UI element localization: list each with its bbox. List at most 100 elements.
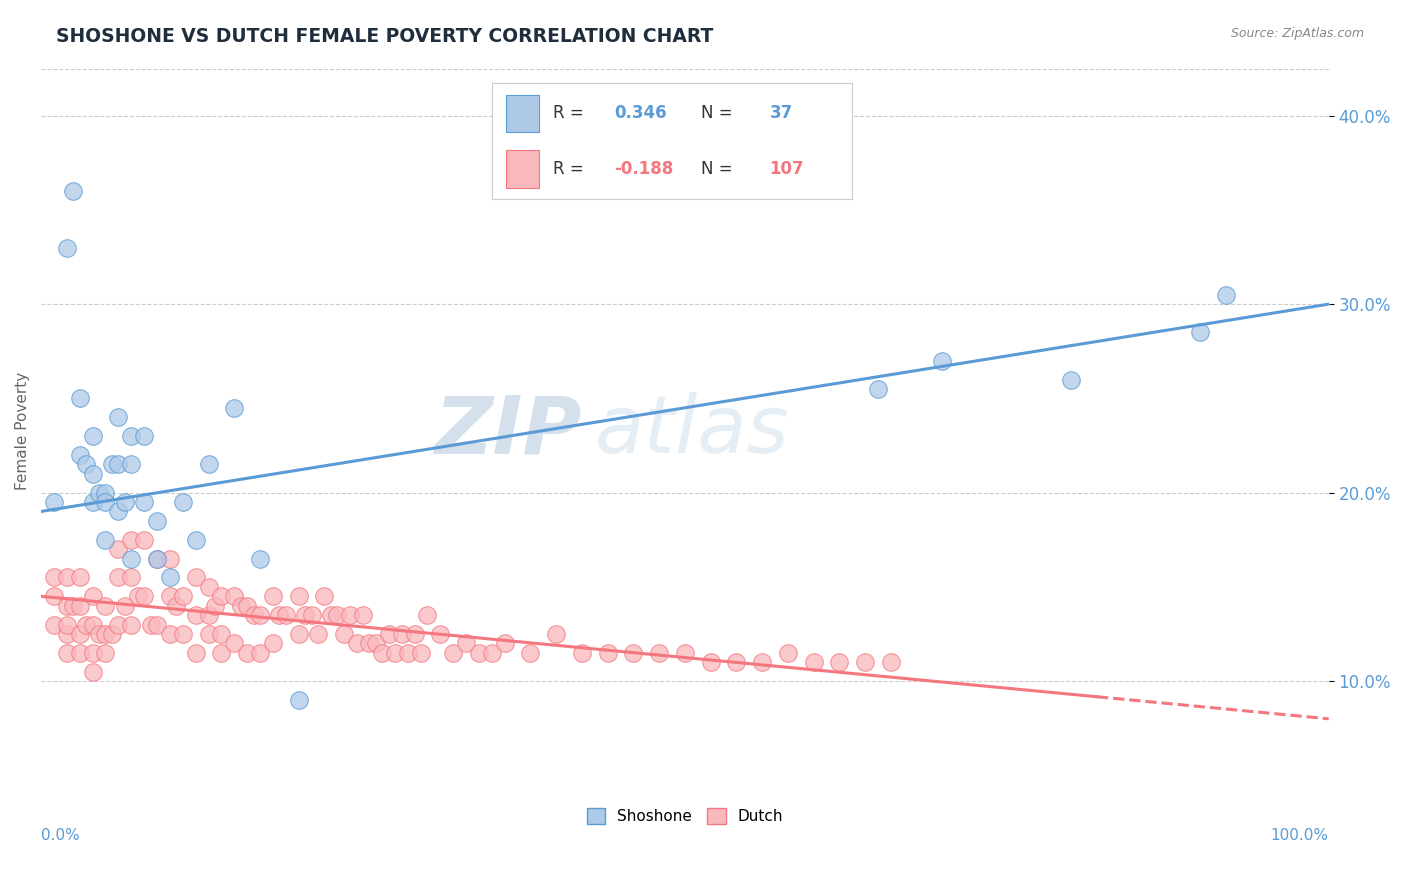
Point xyxy=(107,504,129,518)
Point xyxy=(648,646,671,660)
Point xyxy=(94,599,117,613)
Point xyxy=(931,353,953,368)
Point xyxy=(880,655,903,669)
Point xyxy=(725,655,748,669)
Point xyxy=(94,533,117,547)
Point xyxy=(62,184,84,198)
Point xyxy=(229,599,252,613)
Point xyxy=(56,646,79,660)
Point xyxy=(776,646,799,660)
Point xyxy=(384,646,406,660)
Point xyxy=(134,429,156,443)
Point xyxy=(454,636,477,650)
Point xyxy=(224,589,246,603)
Point xyxy=(146,514,169,528)
Point xyxy=(481,646,503,660)
Point xyxy=(596,646,619,660)
Text: 0.0%: 0.0% xyxy=(41,828,80,843)
Text: atlas: atlas xyxy=(595,392,790,470)
Point xyxy=(94,485,117,500)
Legend: Shoshone, Dutch: Shoshone, Dutch xyxy=(581,802,789,830)
Point xyxy=(87,627,110,641)
Point xyxy=(197,458,219,472)
Point xyxy=(416,608,439,623)
Point xyxy=(404,627,426,641)
Point xyxy=(82,589,104,603)
Point xyxy=(87,485,110,500)
Point xyxy=(146,617,169,632)
Point xyxy=(546,627,568,641)
Point xyxy=(468,646,491,660)
Point xyxy=(197,580,219,594)
Point xyxy=(134,533,156,547)
Point xyxy=(204,599,226,613)
Point xyxy=(262,636,284,650)
Point xyxy=(441,646,464,660)
Point xyxy=(82,617,104,632)
Point xyxy=(391,627,413,641)
Point xyxy=(184,646,207,660)
Point xyxy=(120,458,142,472)
Point xyxy=(314,589,336,603)
Point xyxy=(184,608,207,623)
Point xyxy=(249,608,271,623)
Point xyxy=(571,646,593,660)
Point xyxy=(82,429,104,443)
Point xyxy=(346,636,368,650)
Point xyxy=(120,570,142,584)
Point xyxy=(139,617,162,632)
Point xyxy=(396,646,419,660)
Point xyxy=(364,636,387,650)
Point xyxy=(114,599,136,613)
Point xyxy=(249,551,271,566)
Point xyxy=(332,627,354,641)
Point xyxy=(339,608,361,623)
Point xyxy=(69,599,91,613)
Point xyxy=(519,646,541,660)
Point xyxy=(172,589,194,603)
Point xyxy=(42,570,65,584)
Point xyxy=(82,495,104,509)
Point xyxy=(1215,287,1237,301)
Text: SHOSHONE VS DUTCH FEMALE POVERTY CORRELATION CHART: SHOSHONE VS DUTCH FEMALE POVERTY CORRELA… xyxy=(56,27,714,45)
Point xyxy=(146,551,169,566)
Point xyxy=(69,392,91,406)
Point xyxy=(803,655,825,669)
Point xyxy=(165,599,187,613)
Point xyxy=(1188,326,1211,340)
Point xyxy=(184,570,207,584)
Point xyxy=(56,570,79,584)
Point xyxy=(42,589,65,603)
Point xyxy=(236,599,259,613)
Point xyxy=(107,458,129,472)
Point xyxy=(75,617,97,632)
Point xyxy=(301,608,323,623)
Point xyxy=(159,627,181,641)
Point xyxy=(94,627,117,641)
Point xyxy=(294,608,316,623)
Point xyxy=(287,627,309,641)
Point xyxy=(159,570,181,584)
Point xyxy=(274,608,297,623)
Point xyxy=(224,401,246,415)
Point xyxy=(1060,372,1083,386)
Point xyxy=(352,608,374,623)
Point xyxy=(224,636,246,650)
Point xyxy=(828,655,851,669)
Point xyxy=(409,646,432,660)
Point xyxy=(159,551,181,566)
Point xyxy=(62,599,84,613)
Point xyxy=(172,627,194,641)
Point xyxy=(269,608,291,623)
Point xyxy=(699,655,721,669)
Point xyxy=(69,627,91,641)
Point xyxy=(287,589,309,603)
Point xyxy=(209,646,232,660)
Point xyxy=(107,542,129,557)
Point xyxy=(371,646,394,660)
Point xyxy=(107,617,129,632)
Point xyxy=(159,589,181,603)
Point xyxy=(236,646,259,660)
Point xyxy=(326,608,349,623)
Point xyxy=(429,627,451,641)
